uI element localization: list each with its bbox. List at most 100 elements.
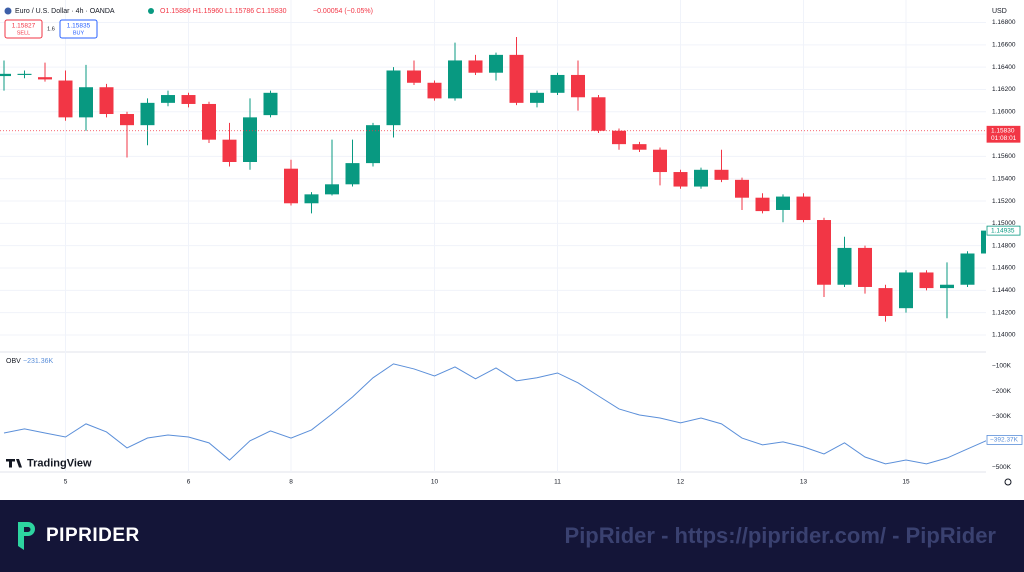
- candle-body: [571, 74, 585, 98]
- y-tick-label: −200K: [992, 388, 1012, 395]
- candle-body: [735, 179, 749, 198]
- candle-body: [858, 247, 872, 287]
- candle-body: [427, 82, 442, 99]
- candle-body: [120, 114, 134, 126]
- candle-body: [817, 220, 831, 285]
- y-tick-label: 1.14000: [992, 332, 1016, 339]
- x-tick-label: 12: [677, 479, 685, 486]
- brand-logo: [18, 522, 35, 550]
- obv-legend-value: −231.36K: [23, 358, 53, 365]
- candle-body: [17, 73, 32, 75]
- candle-body: [181, 95, 196, 104]
- buy-price: 1.15835: [67, 23, 91, 30]
- buy-button[interactable]: [59, 19, 98, 39]
- price-tag-label: 1.15830: [991, 127, 1015, 134]
- candle-body: [899, 272, 913, 309]
- watermark-text: TradingView: [27, 457, 92, 469]
- price-axis-bg: [986, 0, 1024, 500]
- x-tick-label: 5: [64, 479, 68, 486]
- ohlc: O1.15886 H1.15960 L1.15786 C1.15830: [160, 8, 287, 15]
- candle-body: [284, 168, 298, 204]
- candle-body: [161, 95, 175, 103]
- candle-body: [325, 184, 339, 195]
- candle-body: [509, 54, 524, 103]
- settings-icon[interactable]: [1004, 478, 1012, 486]
- logo-hole: [24, 527, 31, 532]
- candle-body: [58, 80, 73, 118]
- y-tick-label: 1.15600: [992, 153, 1016, 160]
- candle-body: [673, 172, 688, 187]
- price-tag-label: 1.14935: [991, 227, 1015, 234]
- candle-body: [714, 169, 729, 180]
- watermark: TradingView: [6, 457, 92, 469]
- sell-button[interactable]: [4, 19, 43, 39]
- candle-body: [755, 197, 770, 212]
- brand: PIPRIDER: [46, 525, 140, 546]
- candle-body: [632, 144, 647, 150]
- price-tag-countdown: 01:08:01: [991, 135, 1017, 142]
- spread: 1.6: [47, 26, 55, 32]
- candle-body: [919, 272, 934, 289]
- symbol: Euro / U.S. Dollar · 4h · OANDA: [15, 8, 115, 15]
- y-tick-label: 1.14200: [992, 309, 1016, 316]
- candle-body: [612, 130, 626, 145]
- y-tick-label: −500K: [992, 464, 1012, 471]
- footer-banner: PIPRIDER PipRider - https://piprider.com…: [0, 500, 1024, 572]
- chart: 1.14000 1.14200 1.14400 1.14600 1.14800 1.150…: [0, 0, 1024, 500]
- price-tag: [986, 125, 1021, 143]
- candle-body: [38, 77, 52, 80]
- sell-label: SELL: [17, 30, 30, 36]
- y-tick-label: 1.14600: [992, 265, 1016, 272]
- candle-body: [99, 87, 114, 115]
- candle-body: [796, 196, 811, 221]
- candle-body: [694, 169, 708, 187]
- x-tick-label: 13: [800, 479, 808, 486]
- symbol-flag: [4, 7, 12, 15]
- candle-body: [202, 103, 216, 140]
- candle-body: [776, 196, 790, 210]
- candle-body: [222, 139, 237, 162]
- candle-body: [653, 149, 667, 173]
- currency: USD: [992, 8, 1007, 15]
- y-tick-label: 1.16600: [992, 42, 1016, 49]
- candle-body: [0, 73, 11, 77]
- candle-body: [960, 253, 975, 285]
- value-tag: [986, 435, 1023, 445]
- candle-body: [79, 87, 93, 118]
- candle-body: [366, 125, 380, 164]
- axes: 1.14000 1.14200 1.14400 1.14600 1.14800 1.150…: [64, 19, 1023, 486]
- y-tick-label: 1.15400: [992, 175, 1016, 182]
- market-open-dot: [148, 8, 154, 14]
- candle-body: [140, 102, 155, 126]
- y-tick-label: 1.16800: [992, 19, 1016, 26]
- candle-body: [468, 60, 483, 73]
- watermark-logo: [6, 459, 22, 468]
- candle-body: [345, 163, 360, 185]
- candle-body: [448, 60, 462, 99]
- candle-body: [386, 70, 401, 126]
- value-label: −392.37K: [990, 437, 1019, 444]
- candle-body: [940, 284, 954, 289]
- x-tick-label: 11: [554, 479, 561, 486]
- y-tick-label: 1.16000: [992, 108, 1016, 115]
- sell-price: 1.15827: [12, 23, 36, 30]
- y-tick-label: −300K: [992, 413, 1012, 420]
- candle-body: [407, 70, 421, 83]
- y-tick-label: 1.14400: [992, 287, 1016, 294]
- candle-body: [591, 97, 606, 131]
- price-tag: [986, 225, 1021, 236]
- candle-body: [304, 194, 319, 204]
- buy-label: BUY: [73, 30, 85, 36]
- x-tick-label: 6: [187, 479, 191, 486]
- candle-body: [263, 92, 278, 116]
- x-tick-label: 10: [431, 479, 439, 486]
- marks: [0, 37, 995, 465]
- y-tick-label: −100K: [992, 363, 1012, 370]
- y-tick-label: 1.16200: [992, 86, 1016, 93]
- candle-body: [489, 54, 503, 73]
- obv-line: [3, 363, 989, 465]
- obv-title: OBV: [6, 358, 21, 365]
- candle-body: [550, 74, 565, 93]
- y-tick-label: 1.14800: [992, 242, 1016, 249]
